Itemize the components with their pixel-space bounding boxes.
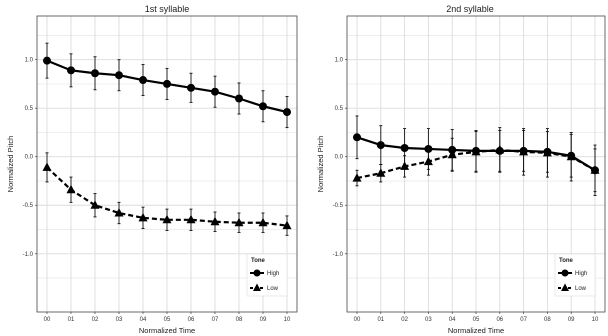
y-tick-label: 0.0 bbox=[335, 155, 344, 161]
panel-1st-syllable: 1st syllable -1.0 -0.5 0.0 0.5 1.0 00 01 02 03 04 0… bbox=[6, 4, 298, 335]
x-tick-label: 07 bbox=[212, 317, 219, 323]
data-point-circle bbox=[211, 87, 219, 96]
data-point-circle bbox=[115, 71, 123, 80]
data-point-triangle bbox=[162, 214, 172, 224]
data-point-triangle bbox=[590, 165, 600, 174]
data-point-circle bbox=[91, 69, 99, 78]
data-point-triangle bbox=[542, 147, 552, 157]
x-tick-label: 05 bbox=[473, 317, 480, 323]
data-point-triangle bbox=[519, 146, 529, 156]
series-low bbox=[352, 127, 600, 196]
data-point-triangle bbox=[495, 144, 505, 154]
legend-marker-circle bbox=[253, 269, 261, 277]
data-point-triangle bbox=[352, 173, 362, 182]
data-point-circle bbox=[376, 141, 385, 150]
legend-label: High bbox=[575, 271, 587, 277]
x-tick-label: 03 bbox=[425, 317, 432, 323]
chart-title: 2nd syllable bbox=[446, 4, 494, 14]
legend: Tone High Low bbox=[554, 253, 596, 297]
x-tick-label: 01 bbox=[377, 317, 384, 323]
x-tick-label: 01 bbox=[68, 317, 75, 323]
series-high bbox=[43, 42, 291, 129]
x-tick-label: 08 bbox=[236, 317, 243, 323]
x-tick-label: 06 bbox=[496, 317, 503, 323]
series-low bbox=[42, 152, 292, 236]
y-tick-label: 0.5 bbox=[335, 106, 344, 112]
y-tick-label: 1.0 bbox=[335, 58, 344, 64]
legend-box bbox=[554, 253, 596, 297]
x-tick-label: 08 bbox=[544, 317, 551, 323]
data-point-circle bbox=[67, 66, 75, 75]
data-point-triangle bbox=[423, 156, 433, 166]
data-point-triangle bbox=[376, 168, 386, 177]
legend-marker-triangle bbox=[253, 283, 261, 291]
x-axis-label: Normalized Time bbox=[139, 326, 195, 335]
x-tick-label: 05 bbox=[164, 317, 171, 323]
x-tick-label: 10 bbox=[592, 317, 599, 323]
data-point-triangle bbox=[90, 200, 100, 209]
x-axis-label: Normalized Time bbox=[448, 326, 504, 335]
data-point-circle bbox=[259, 102, 267, 111]
legend: Tone High Low bbox=[246, 253, 288, 297]
y-tick-label: 0.5 bbox=[25, 106, 34, 112]
x-tick-label: 04 bbox=[140, 317, 147, 323]
data-point-triangle bbox=[258, 217, 268, 227]
data-point-triangle bbox=[400, 161, 410, 170]
y-tick-label: -1.0 bbox=[333, 252, 344, 258]
x-tick-label: 04 bbox=[449, 317, 456, 323]
x-tick-label: 09 bbox=[568, 317, 575, 323]
x-tick-label: 00 bbox=[354, 317, 361, 323]
data-point-triangle bbox=[234, 217, 244, 227]
data-point-circle bbox=[283, 108, 291, 117]
y-tick-label: -0.5 bbox=[333, 203, 344, 209]
panel-2nd-syllable: 2nd syllable -1.0 -0.5 0.0 0.5 1.0 00 01 02 03 04 0… bbox=[316, 4, 606, 335]
legend-label: Low bbox=[575, 286, 587, 292]
data-point-circle bbox=[163, 79, 171, 88]
data-point-triangle bbox=[447, 149, 457, 159]
x-tick-label: 03 bbox=[116, 317, 123, 323]
data-point-triangle bbox=[66, 184, 76, 194]
y-tick-label: 1.0 bbox=[25, 58, 34, 64]
data-point-triangle bbox=[138, 212, 148, 222]
data-point-circle bbox=[187, 83, 195, 92]
data-point-circle bbox=[400, 143, 409, 152]
x-tick-label: 06 bbox=[188, 317, 195, 323]
y-tick-label: -1.0 bbox=[23, 252, 34, 258]
data-point-triangle bbox=[282, 220, 292, 230]
x-tick-label: 02 bbox=[401, 317, 408, 323]
data-point-triangle bbox=[210, 216, 220, 226]
legend-box bbox=[246, 253, 288, 297]
data-point-triangle bbox=[566, 151, 576, 161]
data-point-triangle bbox=[186, 214, 196, 224]
data-point-circle bbox=[235, 94, 243, 103]
data-point-triangle bbox=[114, 208, 124, 217]
data-point-triangle bbox=[42, 162, 52, 171]
legend-label: Low bbox=[267, 286, 279, 292]
data-point-circle bbox=[43, 56, 51, 65]
data-point-circle bbox=[353, 133, 361, 142]
legend-marker-circle bbox=[561, 269, 569, 277]
legend-title: Tone bbox=[559, 258, 574, 264]
x-tick-label: 00 bbox=[44, 317, 51, 323]
x-tick-label: 02 bbox=[92, 317, 99, 323]
y-axis-label: Normalized Pitch bbox=[6, 136, 15, 193]
x-tick-label: 10 bbox=[284, 317, 291, 323]
y-axis-label: Normalized Pitch bbox=[316, 136, 325, 193]
x-tick-label: 09 bbox=[260, 317, 267, 323]
legend-marker-triangle bbox=[561, 283, 569, 291]
y-tick-label: 0.0 bbox=[25, 155, 34, 161]
legend-label: High bbox=[267, 271, 279, 277]
x-tick-label: 07 bbox=[520, 317, 527, 323]
legend-title: Tone bbox=[251, 258, 266, 264]
chart-title: 1st syllable bbox=[145, 4, 190, 14]
data-point-circle bbox=[139, 76, 147, 85]
y-tick-label: -0.5 bbox=[23, 203, 34, 209]
series-line bbox=[46, 166, 288, 227]
data-point-triangle bbox=[471, 146, 481, 156]
